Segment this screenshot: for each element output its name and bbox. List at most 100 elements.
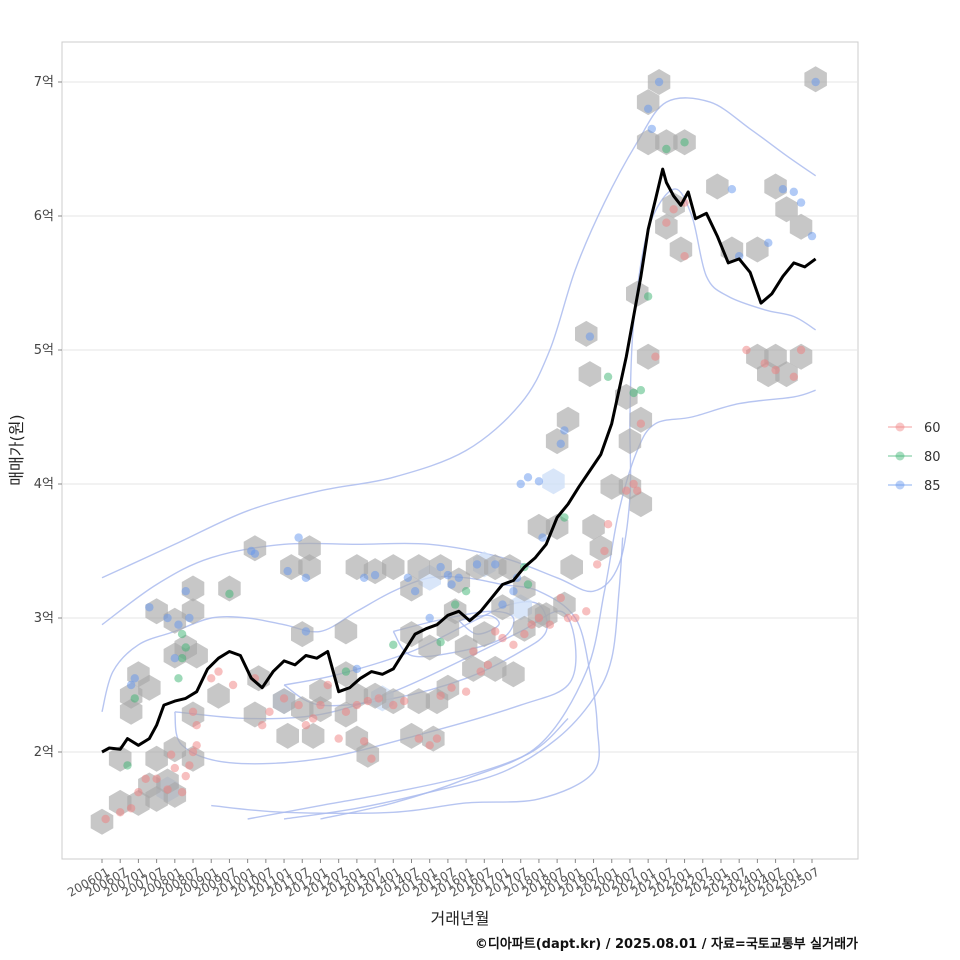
- point-60: [400, 696, 409, 706]
- legend-dot-85: [895, 480, 905, 490]
- hexbin-cell: [418, 634, 441, 661]
- point-60: [760, 359, 769, 368]
- point-60: [341, 707, 351, 716]
- point-85: [294, 533, 303, 542]
- legend-label-80: 80: [924, 450, 941, 465]
- plot-panel: [61, 41, 859, 860]
- point-60: [192, 721, 201, 730]
- point-60: [796, 345, 806, 355]
- point-60: [177, 788, 187, 797]
- hexbin-cell-light: [542, 468, 565, 495]
- point-80: [636, 386, 646, 395]
- density-contour: [458, 614, 500, 635]
- point-60: [527, 620, 536, 629]
- point-60: [432, 734, 442, 743]
- point-60: [163, 785, 172, 794]
- legend-dot-80: [895, 451, 905, 461]
- point-60: [141, 774, 150, 783]
- hexbin-cell: [775, 196, 798, 223]
- hexbin-cell: [764, 343, 787, 370]
- point-85: [764, 238, 773, 247]
- point-85: [436, 562, 445, 572]
- x-axis-title: 거래년월: [431, 909, 490, 928]
- point-85: [130, 674, 139, 683]
- point-85: [654, 77, 664, 87]
- point-60: [461, 687, 471, 696]
- hexbin-cell: [629, 491, 653, 518]
- hexbin-cell: [527, 513, 551, 540]
- point-60: [425, 741, 434, 750]
- point-60: [170, 763, 180, 773]
- hexbin-cell: [90, 808, 114, 835]
- hexbin-cell: [636, 89, 660, 116]
- point-85: [250, 549, 260, 558]
- legend-label-60: 60: [924, 421, 941, 436]
- point-60: [534, 613, 544, 623]
- point-60: [571, 613, 580, 623]
- point-85: [174, 620, 183, 629]
- point-85: [538, 533, 547, 542]
- hexbin-cell: [301, 722, 325, 749]
- point-85: [509, 587, 518, 596]
- point-60: [491, 627, 500, 636]
- scatter-points: [101, 77, 820, 824]
- hexbin-cell: [575, 320, 598, 347]
- hexbin-cell: [655, 129, 678, 156]
- point-60: [185, 761, 194, 770]
- y-tick-label: 2억: [34, 745, 54, 760]
- point-85: [643, 104, 653, 114]
- point-85: [534, 477, 544, 486]
- point-60: [316, 700, 325, 710]
- hexbin-cell: [243, 701, 267, 728]
- point-60: [651, 352, 660, 361]
- point-85: [283, 566, 292, 576]
- point-60: [469, 647, 478, 656]
- point-60: [166, 750, 176, 759]
- point-85: [163, 613, 172, 623]
- point-60: [509, 640, 518, 649]
- point-60: [629, 479, 638, 489]
- y-tick-label: 7억: [34, 75, 54, 90]
- point-80: [436, 637, 445, 647]
- point-80: [560, 513, 569, 522]
- point-60: [359, 737, 369, 746]
- point-60: [367, 754, 376, 763]
- point-60: [152, 774, 161, 783]
- point-60: [207, 674, 216, 683]
- hexbin-cell: [145, 745, 168, 772]
- hexbin-cell: [185, 642, 208, 669]
- point-80: [177, 629, 187, 639]
- point-80: [450, 600, 460, 609]
- density-contour: [101, 97, 817, 579]
- point-85: [789, 187, 798, 197]
- point-60: [498, 633, 507, 643]
- point-85: [181, 587, 190, 596]
- point-60: [308, 714, 318, 723]
- density-contour: [283, 537, 624, 820]
- point-80: [662, 144, 671, 154]
- hexbin-cell: [243, 535, 267, 562]
- hexbin-cell-light: [509, 594, 532, 621]
- point-85: [796, 198, 806, 207]
- point-80: [389, 640, 398, 649]
- y-tick-label: 4억: [34, 477, 54, 492]
- hexbin-cell: [789, 213, 813, 240]
- point-85: [370, 570, 380, 580]
- point-60: [476, 667, 485, 676]
- point-80: [341, 667, 351, 676]
- hexbin-cell: [382, 554, 405, 581]
- point-85: [454, 573, 464, 582]
- hexbin-cell: [345, 682, 369, 709]
- point-85: [647, 124, 656, 134]
- point-60: [600, 546, 609, 556]
- point-60: [265, 707, 274, 716]
- point-85: [807, 231, 817, 241]
- hexbin-cell: [400, 575, 423, 602]
- point-60: [556, 593, 565, 603]
- point-85: [585, 332, 595, 341]
- point-80: [123, 761, 132, 770]
- hexbin-cell: [498, 554, 522, 581]
- point-60: [181, 771, 190, 781]
- y-axis: 2억 3억 4억 5억 6억 7억: [34, 75, 62, 760]
- point-85: [352, 664, 362, 674]
